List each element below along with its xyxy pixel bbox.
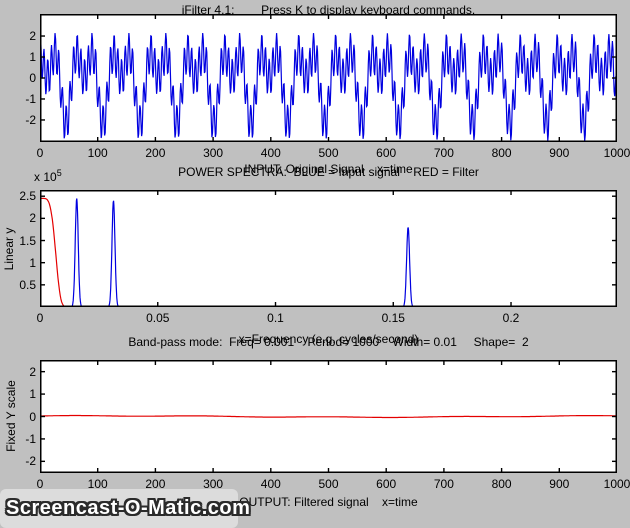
x-tick-label: 700 — [433, 146, 454, 160]
y-tick-label: 2 — [29, 364, 36, 379]
x-tick-label: 400 — [260, 146, 281, 160]
x-tick-label: 800 — [491, 146, 512, 160]
original-signal-line — [40, 32, 617, 141]
axes-border — [40, 360, 617, 473]
watermark: Screencast-O-Matic.com — [6, 497, 251, 519]
x-tick-label: 500 — [318, 146, 339, 160]
y-tick-label: 0.5 — [19, 277, 36, 292]
multiplier-base: x 10 — [34, 170, 57, 184]
x-tick-label: 0 — [36, 477, 44, 491]
power-spectra-title: POWER SPECTRA: BLUE = Input signal RED =… — [178, 165, 479, 179]
x-tick-label: 0.15 — [381, 311, 405, 325]
x-tick-label: 0 — [36, 146, 44, 160]
x-tick-label: 0 — [36, 311, 44, 325]
x-tick-label: 0.1 — [267, 311, 284, 325]
x-tick-label: 900 — [549, 477, 570, 491]
y-tick-label: -1 — [25, 91, 36, 106]
x-tick-label: 500 — [318, 477, 339, 491]
frequency-xlabel: x=Frequency (e.g. cycles/second) — [238, 332, 419, 346]
y-tick-label: 2 — [29, 211, 36, 226]
y-tick-label: 1 — [29, 50, 36, 65]
y-tick-label: 2.5 — [19, 189, 36, 204]
x-tick-label: 800 — [491, 477, 512, 491]
x-tick-label: 0.05 — [146, 311, 170, 325]
filtered-signal-line — [40, 414, 617, 419]
x-tick-label: 0.2 — [502, 311, 520, 325]
x-tick-label: 1000 — [603, 477, 630, 491]
input-signal-plot[interactable] — [40, 14, 617, 142]
y-tick-label: 1 — [29, 255, 36, 270]
x-tick-label: 300 — [203, 146, 224, 160]
x-tick-label: 400 — [260, 477, 281, 491]
input-signal-xlabel: INPUT: Original Signal x=time — [244, 162, 413, 176]
y-tick-label: 0 — [29, 71, 36, 85]
filtered-output-plot[interactable] — [40, 360, 617, 473]
multiplier-exponent: 5 — [56, 168, 62, 178]
power-spectra-canvas — [40, 190, 617, 307]
y-tick-label: -2 — [25, 454, 36, 469]
x-tick-label: 600 — [376, 477, 397, 491]
watermark-background: Screencast-O-Matic.com — [0, 489, 250, 528]
y-tick-label: -2 — [25, 112, 36, 127]
x-tick-label: 100 — [87, 477, 108, 491]
y-tick-label: 1.5 — [19, 233, 36, 248]
x-tick-label: 900 — [549, 146, 570, 160]
y-axis-multiplier-label: x 105 — [34, 168, 62, 184]
x-tick-label: 1000 — [603, 146, 630, 160]
figure-title: iFilter 4.1: Press K to display keyboard… — [181, 3, 476, 17]
bandpass-settings-title: Band-pass mode: Freq= 0.001 Period= 1000… — [128, 335, 529, 349]
input-signal-canvas — [40, 14, 617, 142]
power-spectra-plot[interactable] — [40, 190, 617, 307]
axes-border — [40, 14, 617, 142]
x-tick-label: 100 — [87, 146, 108, 160]
x-tick-label: 300 — [203, 477, 224, 491]
x-tick-label: 200 — [145, 146, 166, 160]
x-tick-label: 200 — [145, 477, 166, 491]
y-tick-label: 1 — [29, 387, 36, 402]
filtered-output-canvas — [40, 360, 617, 473]
output-xlabel: OUTPUT: Filtered signal x=time — [239, 495, 418, 509]
y-tick-label: 0 — [29, 409, 36, 424]
x-tick-label: 600 — [376, 146, 397, 160]
x-tick-label: 700 — [433, 477, 454, 491]
y-tick-label: 2 — [29, 29, 36, 44]
y-tick-label: -1 — [25, 431, 36, 446]
axes-border — [40, 190, 617, 307]
